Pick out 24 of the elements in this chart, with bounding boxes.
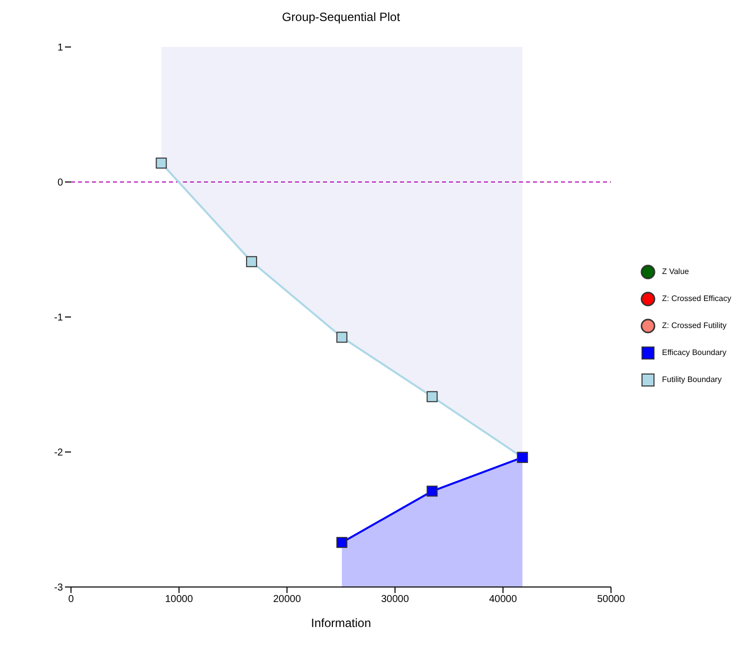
x-tick-label: 50000 xyxy=(597,594,626,606)
legend-label: Efficacy Boundary xyxy=(662,348,726,357)
point xyxy=(246,256,258,268)
x-axis-title: Information xyxy=(310,616,372,630)
y-tick-label: 1 xyxy=(57,42,64,54)
x-tick-label: 40000 xyxy=(489,594,518,606)
legend-label: Z: Crossed Efficacy xyxy=(662,294,732,303)
x-tick-label: 10000 xyxy=(165,594,194,606)
x-tick-label: 0 xyxy=(68,594,74,606)
y-tick-label: -3 xyxy=(54,582,64,594)
legend-label: Z Value xyxy=(662,267,689,276)
x-tick-label: 20000 xyxy=(273,594,302,606)
y-tick-label: 0 xyxy=(57,178,64,189)
legend-label: Z: Crossed Futility xyxy=(662,321,726,330)
y-tick-label: -2 xyxy=(54,448,64,459)
y-tick-label: -1 xyxy=(54,312,64,324)
legend-label: Futility Boundary xyxy=(662,375,722,384)
point xyxy=(156,158,167,169)
point xyxy=(426,486,438,497)
chart-title: Group-Sequential Plot xyxy=(280,10,402,24)
point xyxy=(336,536,348,548)
point xyxy=(336,332,348,343)
x-tick-label: 30000 xyxy=(381,594,410,606)
point xyxy=(426,391,438,402)
